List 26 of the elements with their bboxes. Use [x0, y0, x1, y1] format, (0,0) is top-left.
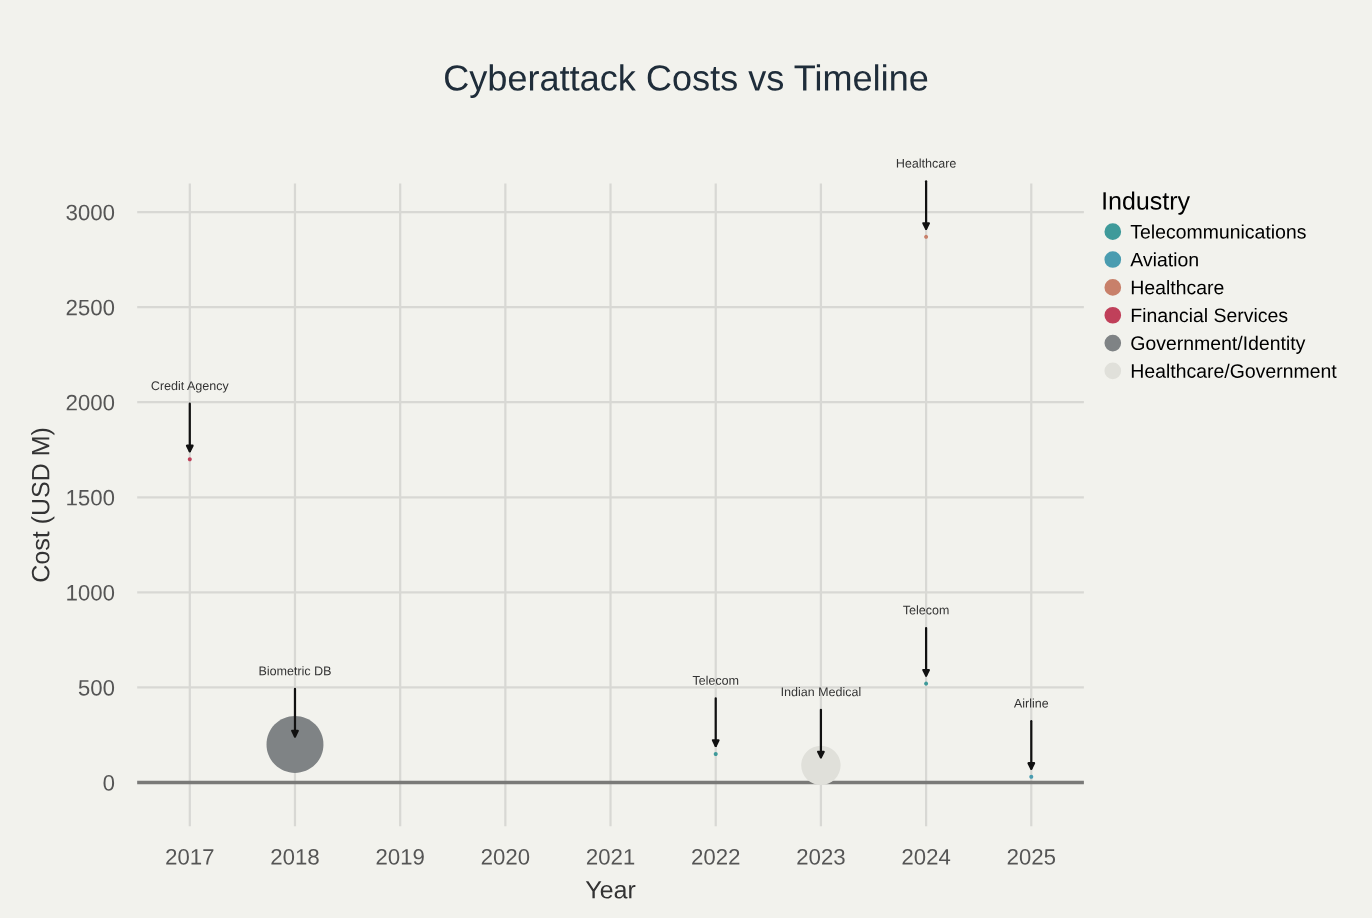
- x-tick-label: 2018: [271, 849, 319, 865]
- legend-label: Aviation: [1130, 252, 1198, 267]
- y-tick-label: 0: [103, 775, 115, 791]
- legend-label: Healthcare/Government: [1131, 363, 1337, 378]
- x-tick-label: 2020: [481, 849, 530, 865]
- chart-title: Cyberattack Costs vs Timeline: [445, 64, 928, 98]
- x-axis-title: Year: [585, 881, 636, 899]
- legend-label: Government/Identity: [1131, 335, 1306, 354]
- legend-title: Industry: [1103, 191, 1191, 215]
- y-tick-label: 500: [78, 679, 115, 696]
- y-tick-label: 3000: [66, 204, 115, 221]
- x-tick-label: 2017: [166, 849, 214, 865]
- x-tick-label: 2022: [692, 849, 740, 865]
- y-tick-label: 2500: [66, 299, 115, 316]
- x-tick-label: 2024: [902, 849, 951, 865]
- x-tick-label: 2019: [376, 849, 424, 865]
- y-tick-label: 1500: [67, 489, 115, 506]
- legend-label: Financial Services: [1131, 307, 1288, 323]
- y-tick-label: 2000: [66, 394, 115, 411]
- x-tick-label: 2023: [797, 849, 845, 865]
- y-axis-title: Cost (USD M): [31, 428, 55, 582]
- x-tick-label: 2025: [1007, 849, 1056, 865]
- legend-label: Healthcare: [1131, 280, 1224, 295]
- x-tick-label: 2021: [586, 849, 635, 865]
- y-tick-label: 1000: [67, 584, 115, 601]
- legend-label: Telecommunications: [1130, 224, 1306, 239]
